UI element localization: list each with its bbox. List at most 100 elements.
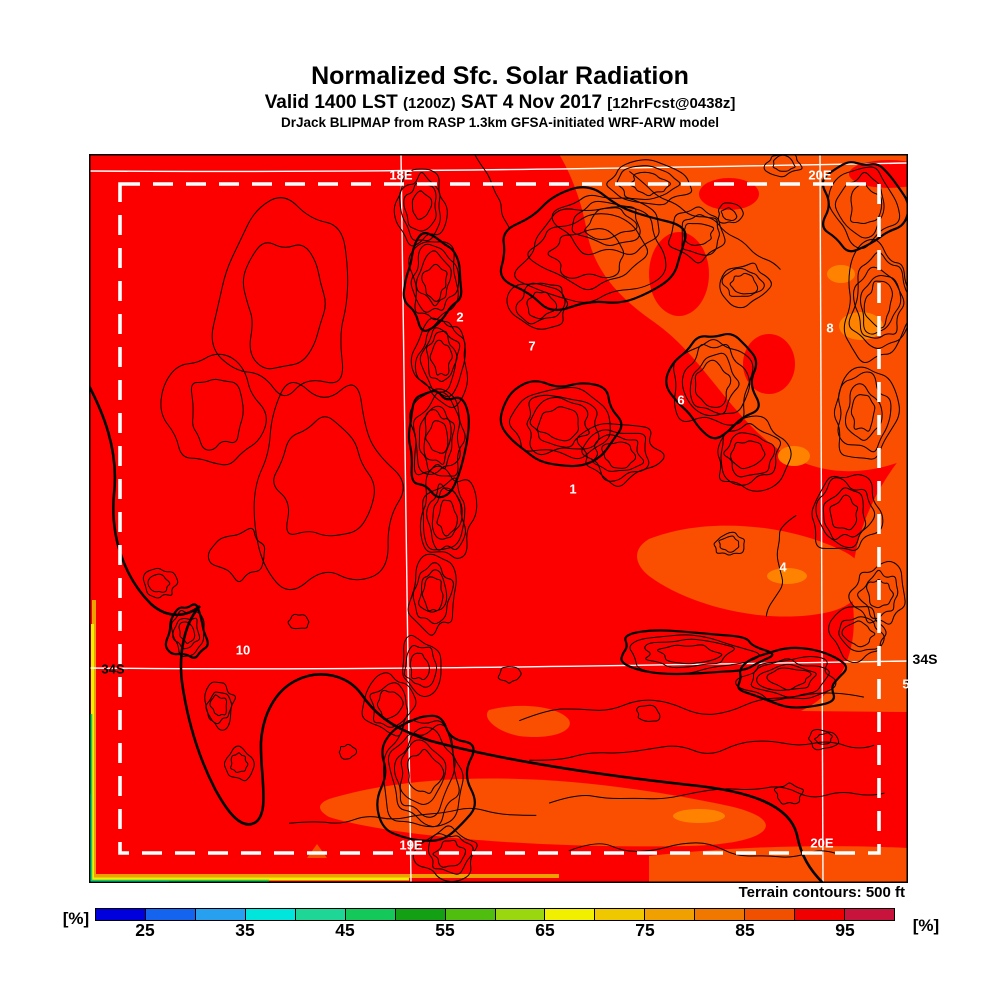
terrain-contour-line xyxy=(527,213,649,291)
terrain-contour-line xyxy=(720,423,782,486)
chart-header: Normalized Sfc. Solar Radiation Valid 14… xyxy=(0,62,1000,130)
terrain-contour-line xyxy=(629,171,781,270)
terrain-contour-line xyxy=(683,222,715,246)
terrain-contour-line xyxy=(773,782,804,805)
terrain-contour-line xyxy=(409,652,430,681)
terrain-contour-line xyxy=(393,726,456,818)
inner-domain-dashed-boundary xyxy=(118,182,881,855)
colorbar-segment xyxy=(295,909,346,920)
grid-label: 34S xyxy=(101,661,125,677)
map-canvas xyxy=(89,154,908,883)
terrain-contour-line xyxy=(811,474,884,551)
terrain-contour-line xyxy=(636,704,661,722)
terrain-contour-line xyxy=(205,691,233,725)
terrain-contour-line xyxy=(644,638,735,669)
colorbar-tick: 45 xyxy=(335,920,355,940)
terrain-contour-line xyxy=(763,154,803,178)
terrain-contour-line xyxy=(616,165,681,200)
terrain-contour-line xyxy=(735,655,837,701)
terrain-contour-line xyxy=(414,319,466,398)
meridian-line-20e xyxy=(819,154,824,883)
terrain-contour-line xyxy=(376,714,476,842)
terrain-contour-line xyxy=(837,371,892,453)
terrain-contour-line xyxy=(717,415,792,492)
terrain-contour-line xyxy=(436,499,458,537)
terrain-contour-line xyxy=(515,282,566,325)
colorbar-tick: 55 xyxy=(435,920,455,940)
terrain-contour-line xyxy=(410,243,460,313)
colorbar-tick: 75 xyxy=(635,920,655,940)
colorbar-segment xyxy=(545,909,596,920)
terrain-contour-line xyxy=(497,666,522,684)
terrain-contour-line xyxy=(547,228,625,279)
terrain-contour-line xyxy=(393,168,448,247)
colorbar-tick: 85 xyxy=(735,920,755,940)
colorbar-tick: 35 xyxy=(235,920,255,940)
terrain-contour-line xyxy=(287,613,310,630)
colorbar-tick: 65 xyxy=(535,920,555,940)
site-label: 4 xyxy=(779,559,787,575)
grid-label: 20E xyxy=(808,167,832,183)
terrain-contour-line xyxy=(629,634,760,675)
terrain-contour-line xyxy=(584,207,638,240)
terrain-contour-line xyxy=(387,723,460,828)
terrain-contour-line xyxy=(843,238,908,364)
site-label: 7 xyxy=(528,338,536,354)
colorbar-tick: 25 xyxy=(135,920,155,940)
terrain-contour-line xyxy=(833,366,900,460)
terrain-contour-line xyxy=(403,645,438,688)
site-label: 10 xyxy=(235,642,251,658)
valid-time: Valid 1400 LST xyxy=(264,92,398,113)
terrain-contour-line xyxy=(815,477,876,549)
terrain-contour-line xyxy=(242,242,326,370)
grid-label: 20E xyxy=(810,835,834,851)
terrain-contour-line xyxy=(719,262,772,309)
terrain-contour-line xyxy=(721,267,765,297)
terrain-contour-line xyxy=(273,416,375,537)
colorbar-unit-right: [%] xyxy=(912,916,940,935)
terrain-contour-line xyxy=(411,190,433,220)
terrain-contour-line xyxy=(427,833,474,875)
colorbar-segment xyxy=(145,909,196,920)
terrain-contour-line xyxy=(673,339,754,426)
terrain-contour-line xyxy=(808,729,840,751)
terrain-contour-line xyxy=(407,553,457,636)
colorbar-segment xyxy=(96,909,146,920)
terrain-contour-line xyxy=(418,405,456,472)
grid-label: 18E xyxy=(389,167,413,183)
terrain-contour-line xyxy=(717,202,744,224)
terrain-contour-line xyxy=(668,206,726,264)
terrain-contour-line xyxy=(568,842,836,858)
terrain-contour-line xyxy=(863,280,893,329)
terrain-contour-line xyxy=(750,658,830,698)
coastline xyxy=(89,383,824,883)
colorbar-segment xyxy=(745,909,796,920)
terrain-contour-line xyxy=(421,263,448,302)
terrain-contour-line xyxy=(207,527,266,583)
terrain-contour-line xyxy=(230,752,249,773)
colorbar-tick: 95 xyxy=(835,920,855,940)
terrain-contour-line xyxy=(288,807,537,824)
terrain-contour-line xyxy=(729,272,759,295)
terrain-contour-line xyxy=(421,576,444,612)
colorbar-unit-left: [%] xyxy=(62,909,90,928)
forecast-cycle: [12hrFcst@0438z] xyxy=(607,95,736,112)
terrain-contour-line xyxy=(142,567,179,599)
terrain-contour-line xyxy=(425,330,458,382)
colorbar-segment xyxy=(495,909,546,920)
terrain-contour-line xyxy=(852,266,905,339)
terrain-contour-line xyxy=(730,440,766,470)
terrain-contour-line xyxy=(529,740,875,761)
terrain-contour-line xyxy=(223,745,255,782)
terrain-contour-line xyxy=(211,197,349,397)
terrain-contour-line xyxy=(425,420,449,454)
site-label: 6 xyxy=(677,392,685,408)
terrain-contour-line xyxy=(850,394,876,432)
colorbar-segment xyxy=(245,909,296,920)
colorbar-segment xyxy=(645,909,696,920)
chart-title: Normalized Sfc. Solar Radiation xyxy=(311,62,689,90)
terrain-contour-line xyxy=(838,616,885,652)
meridian-line-west xyxy=(400,154,412,883)
site-label: 2 xyxy=(456,309,464,325)
